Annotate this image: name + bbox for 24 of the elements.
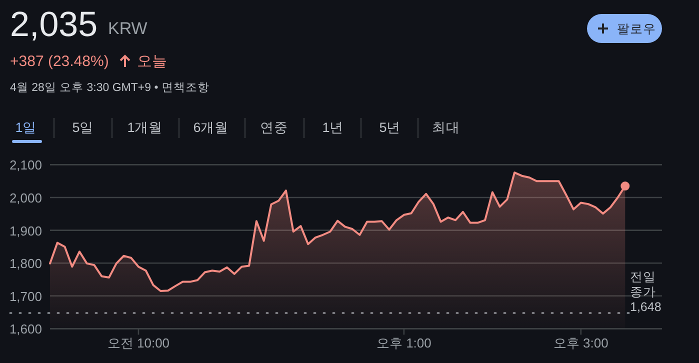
y-tick-label: 2,000 (9, 190, 42, 206)
x-tick-label: 오후 1:00 (376, 336, 432, 351)
chart-subtitle: KRW (108, 19, 148, 38)
text: 4월 28일 오후 3:30 GMT+9 • 면책조항 (10, 82, 210, 94)
text: 1일 (15, 120, 37, 135)
text: 1개월 (127, 120, 163, 135)
text: +387 (23.48%) (10, 53, 109, 70)
text: 오늘 (137, 53, 167, 70)
text: 연중 (260, 120, 288, 135)
ref-line-label: 전일 종가 1,648 (630, 270, 662, 314)
x-tick-label: 오전 10:00 (107, 336, 170, 351)
y-tick-label: 1,900 (9, 223, 42, 238)
y-tick-label: 1,700 (9, 288, 42, 304)
text: 팔로우 (617, 22, 656, 36)
y-tick-label: 1,600 (9, 322, 42, 337)
text: 5일 (72, 120, 94, 135)
text: 5년 (379, 120, 401, 135)
text: 6개월 (193, 120, 229, 135)
y-tick-label: 1,800 (9, 256, 42, 272)
text: 1년 (322, 120, 344, 135)
y-tick-label: 2,100 (9, 158, 42, 173)
chart-title: 2,035 (10, 5, 98, 44)
text: 최대 (432, 120, 460, 135)
x-tick-label: 오후 3:00 (553, 336, 608, 351)
